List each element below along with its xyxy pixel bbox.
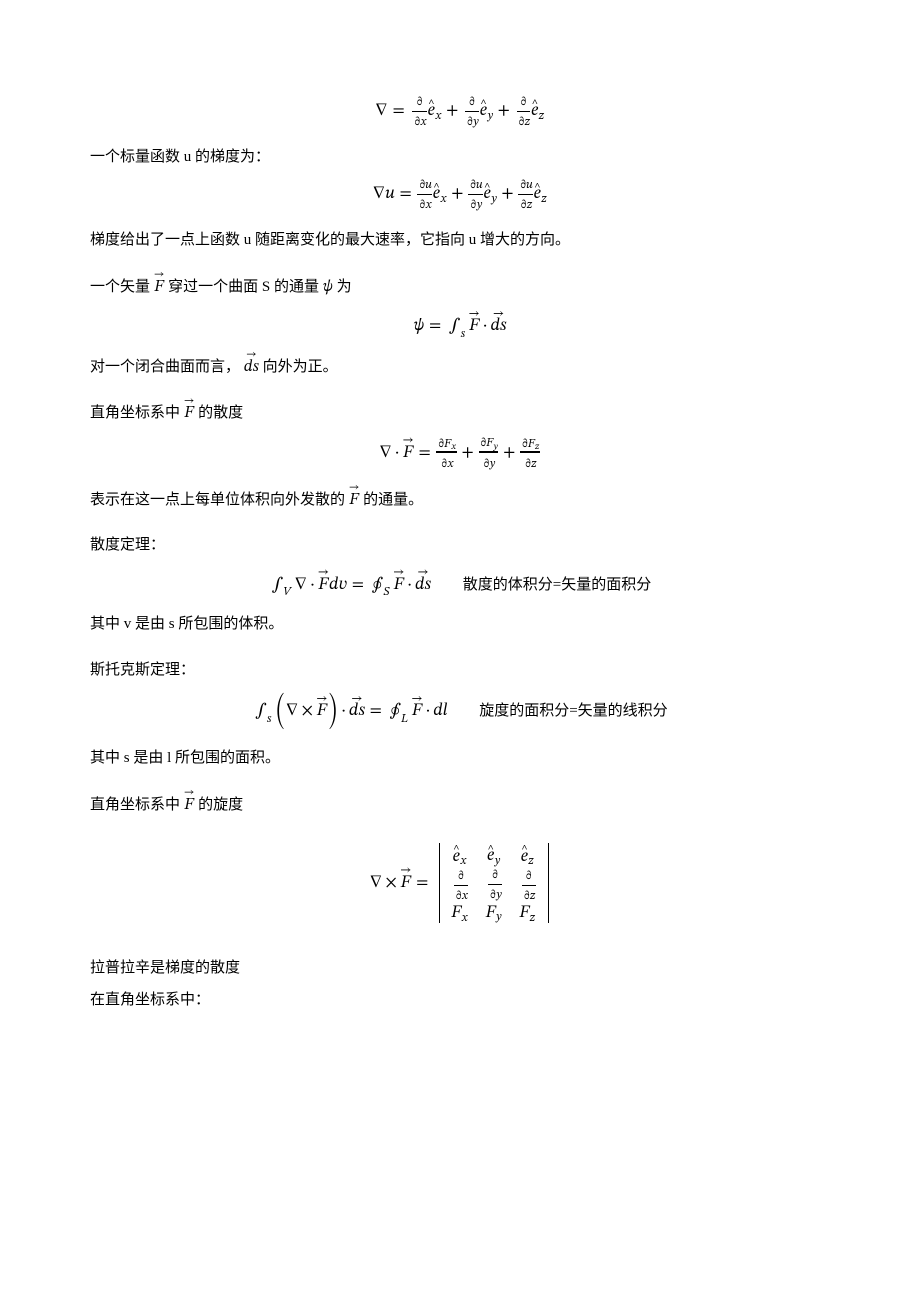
text: 一个矢量	[90, 279, 154, 295]
text: 穿过一个曲面 S 的通量	[168, 279, 323, 295]
para-flux-intro: 一个矢量 F→ 穿过一个曲面 S 的通量 ψ 为	[90, 271, 830, 303]
text: 的旋度	[198, 797, 243, 813]
det-left-bar	[439, 843, 440, 923]
text: 表示在这一点上每单位体积向外发散的	[90, 492, 349, 508]
equation-note: 散度的体积分=矢量的面积分	[463, 573, 651, 594]
equation-divergence: ∇⋅F→ = ∂Fx∂x + ∂Fy∂y + ∂Fz∂z	[90, 436, 830, 470]
para-divergence-meaning: 表示在这一点上每单位体积向外发散的 F→ 的通量。	[90, 484, 830, 516]
para-gradient-intro: 一个标量函数 u 的梯度为：	[90, 142, 830, 174]
para-divergence-heading: 直角坐标系中 F→ 的散度	[90, 397, 830, 429]
text: 为	[337, 279, 352, 295]
document-page: ∇= ∂∂x e^x + ∂∂y e^y + ∂∂z e^z 一个标量函数 u …	[0, 0, 920, 1076]
para-stokes-heading: 斯托克斯定理：	[90, 655, 830, 687]
equation-stokes-theorem: ∫s (∇×F→) ⋅ ds→ = ∮L F→ ⋅ dl 旋度的面积分=矢量的线…	[90, 692, 830, 729]
para-laplacian: 拉普拉辛是梯度的散度	[90, 953, 830, 985]
det-right-bar	[548, 843, 549, 923]
text: 直角坐标系中	[90, 405, 184, 421]
text: 向外为正。	[263, 359, 338, 375]
text: 的通量。	[363, 492, 423, 508]
equation-nabla-definition: ∇= ∂∂x e^x + ∂∂y e^y + ∂∂z e^z	[90, 96, 830, 128]
para-div-theorem-where: 其中 v 是由 s 所包围的体积。	[90, 609, 830, 641]
para-closed-surface: 对一个闭合曲面而言， ds→ 向外为正。	[90, 351, 830, 383]
equation-flux: ψ= ∫s F→ ⋅ ds→	[90, 309, 830, 337]
text: 的散度	[198, 405, 243, 421]
text: 对一个闭合曲面而言，	[90, 359, 244, 375]
para-gradient-meaning: 梯度给出了一点上函数 u 随距离变化的最大速率，它指向 u 增大的方向。	[90, 225, 830, 257]
para-laplacian-cartesian: 在直角坐标系中：	[90, 985, 830, 1017]
para-div-theorem-heading: 散度定理：	[90, 530, 830, 562]
equation-curl-determinant: ∇×F→ = e^x e^y e^z ∂∂x ∂∂y ∂∂z Fx Fy	[90, 841, 830, 925]
text: 直角坐标系中	[90, 797, 184, 813]
equation-gradient: ∇u= ∂u∂x e^x + ∂u∂y e^y + ∂u∂z e^z	[90, 179, 830, 211]
equation-divergence-theorem: ∫V ∇⋅F→ dv = ∮S F→ ⋅ ds→ 散度的体积分=矢量的面积分	[90, 568, 830, 596]
determinant-matrix: e^x e^y e^z ∂∂x ∂∂y ∂∂z Fx Fy Fz	[442, 841, 546, 925]
para-curl-heading: 直角坐标系中 F→ 的旋度	[90, 789, 830, 821]
para-stokes-where: 其中 s 是由 l 所包围的面积。	[90, 743, 830, 775]
equation-note: 旋度的面积分=矢量的线积分	[479, 699, 667, 720]
